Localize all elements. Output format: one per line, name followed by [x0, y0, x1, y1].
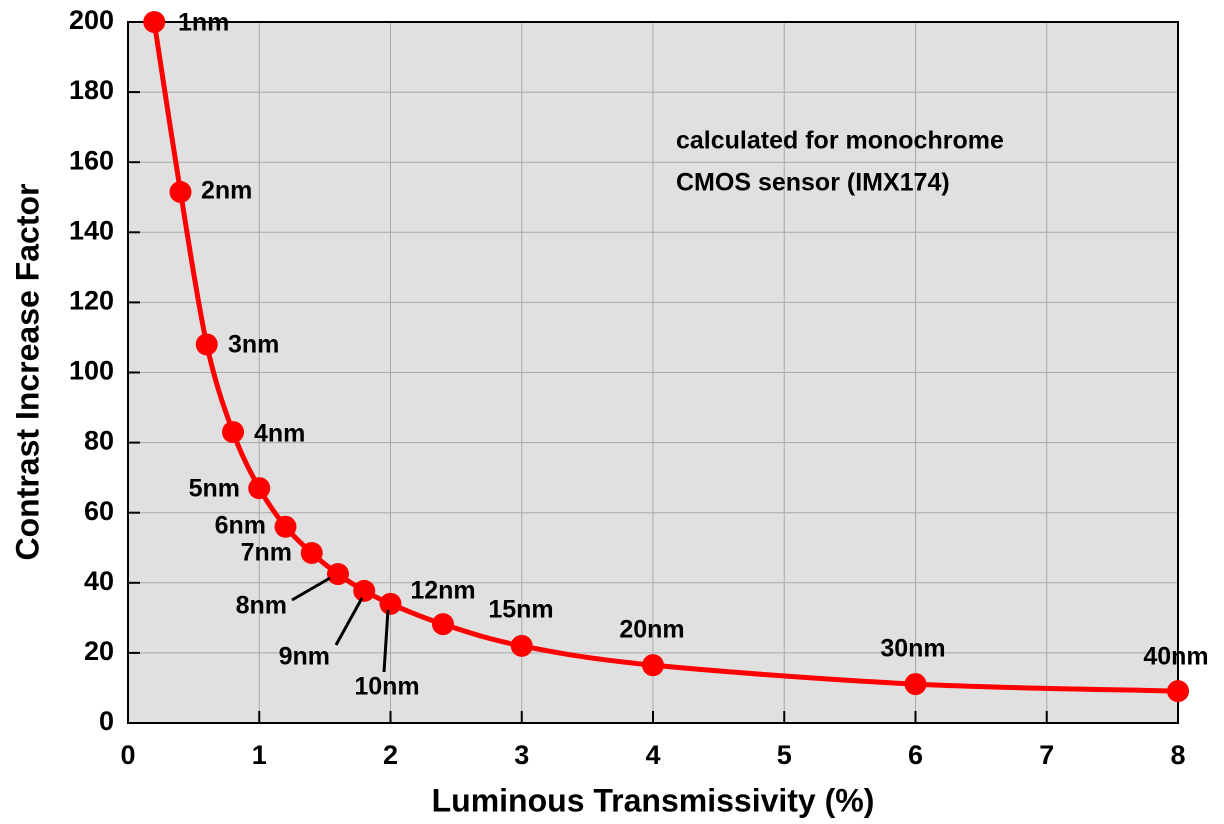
- x-tick-label: 7: [1039, 740, 1054, 770]
- x-axis-label: Luminous Transmissivity (%): [432, 782, 875, 818]
- point: [195, 333, 218, 356]
- point: [274, 515, 297, 538]
- y-tick-label: 80: [84, 426, 114, 456]
- y-tick-label: 120: [69, 286, 114, 316]
- point: [300, 542, 323, 565]
- point-label: 5nm: [189, 475, 240, 503]
- point-label: 2nm: [201, 177, 252, 205]
- point-label: 1nm: [178, 9, 229, 37]
- point-label: 6nm: [215, 512, 266, 540]
- y-tick-label: 60: [84, 496, 114, 526]
- point-label: 3nm: [228, 331, 279, 359]
- point-label: 12nm: [410, 577, 475, 605]
- x-tick-label: 0: [120, 740, 135, 770]
- y-tick-label: 20: [84, 636, 114, 666]
- x-tick-label: 8: [1170, 740, 1185, 770]
- point-label: 40nm: [1143, 643, 1208, 671]
- y-tick-label: 200: [69, 5, 114, 35]
- point-label: 15nm: [488, 596, 553, 624]
- y-axis-label: Contrast Increase Factor: [9, 183, 45, 560]
- point: [169, 180, 192, 203]
- point: [1167, 680, 1189, 703]
- x-tick-label: 4: [645, 740, 660, 770]
- point: [143, 11, 166, 33]
- point-label: 4nm: [254, 420, 305, 448]
- y-tick-label: 180: [69, 75, 114, 105]
- point: [432, 613, 454, 636]
- point-label: 20nm: [619, 616, 684, 644]
- y-tick-label: 100: [69, 356, 114, 386]
- point: [642, 654, 664, 677]
- y-tick-label: 40: [84, 566, 114, 596]
- point: [510, 634, 533, 657]
- y-tick-label: 0: [99, 706, 114, 736]
- annotation: calculated for monochrome: [676, 127, 1004, 155]
- leader-line: [382, 609, 390, 673]
- point-label: 7nm: [241, 539, 292, 567]
- x-tick-label: 3: [514, 740, 529, 770]
- y-tick-label: 140: [69, 215, 114, 245]
- x-tick-label: 1: [252, 740, 267, 770]
- point: [353, 579, 376, 602]
- x-tick-label: 6: [908, 740, 923, 770]
- point: [379, 592, 402, 615]
- point-label: 10nm: [354, 673, 419, 701]
- x-tick-label: 2: [383, 740, 398, 770]
- annotation: CMOS sensor (IMX174): [676, 169, 950, 197]
- x-tick-label: 5: [777, 740, 792, 770]
- leader-line: [291, 576, 331, 602]
- point: [222, 421, 244, 444]
- leader-line: [334, 597, 364, 646]
- point: [327, 563, 349, 586]
- y-tick-label: 160: [69, 145, 114, 175]
- point: [248, 477, 271, 500]
- point-label: 8nm: [236, 592, 287, 620]
- point-label: 9nm: [279, 643, 330, 671]
- point-label: 30nm: [880, 635, 945, 663]
- point: [904, 673, 927, 696]
